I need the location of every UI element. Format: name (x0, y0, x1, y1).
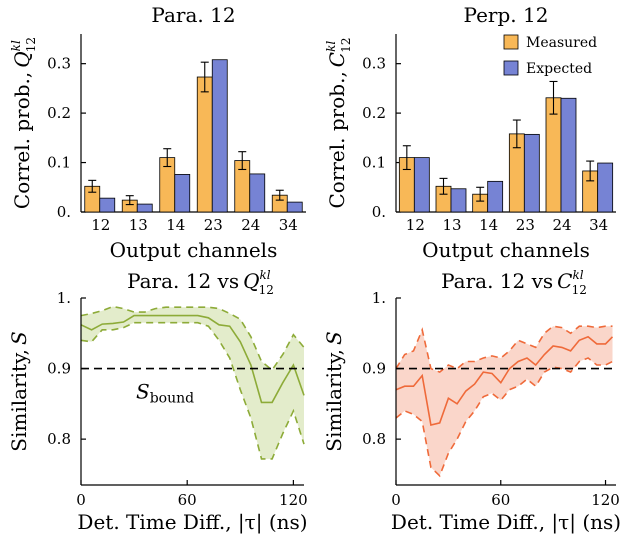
x-tick-label: 0 (391, 491, 401, 509)
x-axis-label: Output channels (110, 238, 278, 262)
y-tick-label: 0.9 (47, 360, 71, 378)
y-axis-label-text: Similarity, (322, 349, 346, 452)
y-tick-label: 1. (57, 289, 71, 307)
line-panel-2: Para. 12 vs Qkl 12 Sbound 0.8 0.9 1. 0 60 120Det.… (7, 268, 308, 535)
bound-label-symbol: S (136, 380, 150, 404)
y-axis-label-symbol: Q (10, 51, 34, 67)
bar-expected (523, 133, 540, 213)
bound-label-subscript: bound (150, 391, 194, 407)
y-axis-label: Similarity, S (7, 331, 31, 451)
y-axis-label-symbol: S (322, 331, 346, 345)
x-tick-label: 23 (204, 216, 223, 234)
x-tick-label: 12 (91, 216, 110, 234)
y-tick-label: 0.3 (47, 55, 71, 73)
y-tick-label: 0.1 (362, 154, 386, 172)
panel-title-superscript: kl (572, 268, 583, 282)
bar-expected (450, 188, 467, 213)
x-tick-label: 0 (76, 491, 86, 509)
y-tick-label: 0. (372, 203, 386, 221)
bar-expected (487, 180, 504, 213)
y-tick-label: 1. (372, 289, 386, 307)
bar-expected (560, 97, 577, 213)
x-tick-label: 14 (166, 216, 185, 234)
panel-title-text: Para. 12 vs (441, 269, 553, 293)
panel-title: Para. 12 (151, 3, 235, 27)
y-axis-label-subscript: 12 (24, 37, 38, 52)
y-axis-label-text: Correl. prob., (10, 72, 34, 209)
y-axis-label-superscript: kl (9, 40, 23, 51)
y-tick-label: 0.2 (47, 104, 71, 122)
x-tick-label: 14 (479, 216, 498, 234)
panel-title-subscript: 12 (259, 283, 274, 297)
panel-title-subscript: 12 (572, 283, 587, 297)
y-axis-label-symbol: C (325, 52, 349, 67)
bar-expected (211, 59, 228, 213)
bar-panel-1: Perp. 12 0. 0.1 0.2 0.3 12 13 14 23 24 34 Output ch… (324, 3, 616, 262)
bar-expected (174, 174, 191, 213)
panel-title-text: Para. 12 vs (127, 269, 239, 293)
y-tick-label: 0.9 (362, 360, 386, 378)
x-tick-label: 120 (591, 491, 620, 509)
y-axis-label-subscript: 12 (339, 37, 353, 52)
y-tick-label: 0.1 (47, 154, 71, 172)
bar-measured (545, 97, 562, 213)
bar-expected (249, 173, 266, 213)
x-tick-label: 13 (129, 216, 148, 234)
y-tick-label: 0.8 (47, 430, 71, 448)
x-tick-label: 24 (241, 216, 260, 234)
y-axis-label-symbol: S (7, 331, 31, 345)
x-tick-label: 60 (178, 491, 197, 509)
bar-expected (597, 162, 614, 213)
confidence-band (81, 306, 304, 459)
legend-label: Measured (526, 35, 597, 51)
confidence-band (396, 326, 613, 476)
lower-bound-line (80, 321, 305, 460)
bar-expected (413, 157, 430, 213)
legend: Measured Expected (503, 34, 597, 77)
y-axis-label: Correl. prob., Qkl12 (9, 37, 38, 209)
x-tick-label: 120 (279, 491, 308, 509)
bar-expected (136, 203, 153, 213)
mean-line (80, 314, 305, 404)
panel-title-symbol: C (557, 269, 572, 293)
x-tick-label: 34 (279, 216, 298, 234)
panel-title: Perp. 12 (464, 3, 549, 27)
y-tick-label: 0. (57, 203, 71, 221)
bar-measured (196, 76, 213, 213)
lower-bound-line (395, 357, 613, 478)
panel-title-symbol: Q (243, 269, 259, 293)
y-tick-label: 0.2 (362, 104, 386, 122)
upper-bound-line (395, 325, 613, 374)
bound-label: Sbound (136, 380, 194, 407)
y-axis-label-text: Correl. prob., (325, 71, 349, 208)
panel-title: Para. 12 vs Ckl 12 (441, 268, 587, 297)
x-tick-label: 60 (491, 491, 510, 509)
x-axis-label: Output channels (422, 238, 590, 262)
y-axis-label-superscript: kl (324, 41, 338, 52)
x-tick-label: 12 (406, 216, 425, 234)
bar-expected (286, 201, 303, 213)
x-tick-label: 34 (589, 216, 608, 234)
panel-title: Para. 12 vs Qkl 12 (127, 268, 274, 297)
x-axis-label: Det. Time Diff., |τ| (ns) (391, 510, 621, 535)
y-tick-label: 0.3 (362, 55, 386, 73)
x-tick-label: 23 (516, 216, 535, 234)
bar-expected (99, 197, 116, 213)
upper-bound-line (80, 305, 305, 372)
legend-swatch-expected (503, 60, 519, 76)
panel-title-superscript: kl (260, 268, 271, 282)
y-tick-label: 0.8 (362, 430, 386, 448)
y-axis-label: Correl. prob., Ckl12 (324, 37, 353, 208)
legend-label: Expected (526, 61, 592, 77)
y-axis-label: Similarity, S (322, 331, 346, 451)
x-tick-label: 24 (552, 216, 571, 234)
x-tick-label: 13 (442, 216, 461, 234)
legend-swatch-measured (503, 34, 519, 50)
x-axis-label: Det. Time Diff., |τ| (ns) (77, 510, 307, 535)
mean-line (395, 335, 614, 426)
y-axis-label-text: Similarity, (7, 349, 31, 452)
